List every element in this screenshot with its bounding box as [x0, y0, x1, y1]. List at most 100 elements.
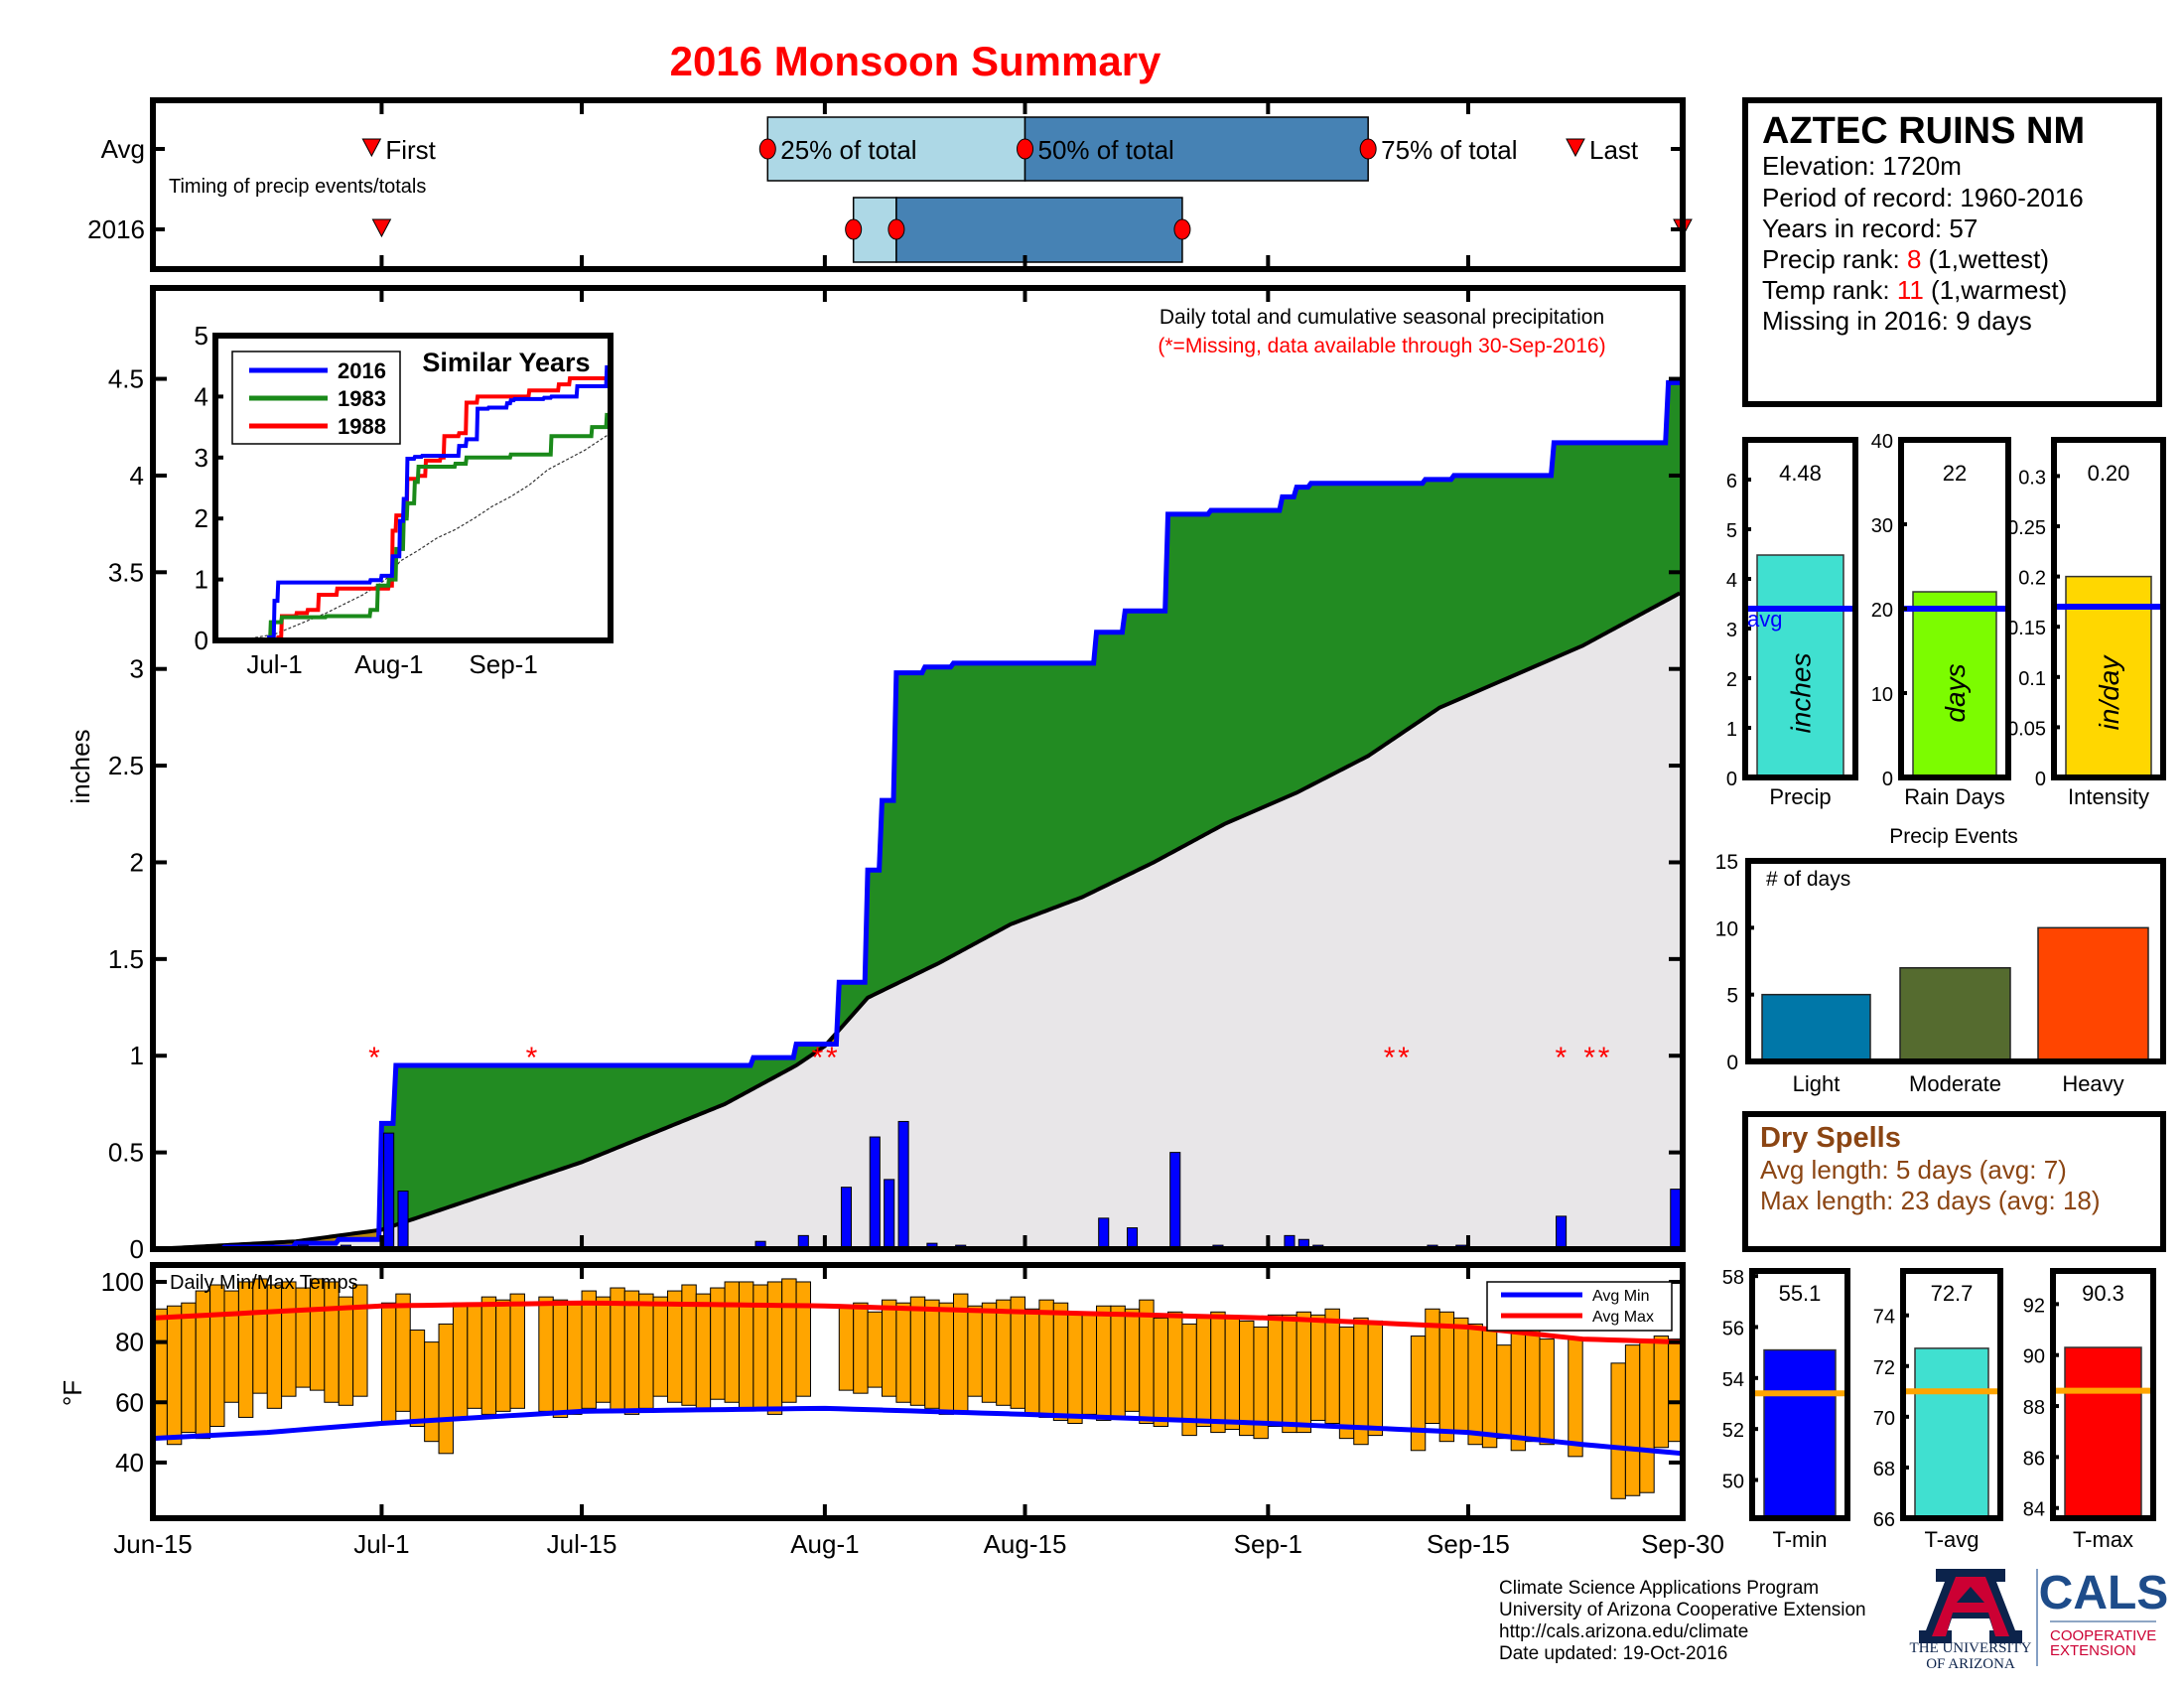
daily-temp-bar	[1525, 1326, 1541, 1443]
inset-x-tick-label: Sep-1	[469, 649, 537, 679]
footer-line: Climate Science Applications Program	[1499, 1578, 1819, 1599]
x-tick-label: Jul-1	[353, 1529, 409, 1559]
daily-temp-bar	[1081, 1314, 1098, 1415]
dry-spells-title: Dry Spells	[1760, 1122, 1901, 1154]
x-tick-label: Jun-15	[113, 1529, 193, 1559]
gauge-bar	[1912, 591, 1997, 778]
gauge-unit-label: inches	[1786, 653, 1817, 734]
gauge-t-max: 84 86 88 90 92 90.3 T-max	[2023, 1268, 2156, 1552]
timing-row-label: 2016	[87, 214, 145, 244]
event-bar-heavy	[2037, 926, 2149, 1062]
gauge-y-tick-label: 6	[1726, 471, 1737, 492]
gauge-y-tick-label: 0	[1882, 769, 1893, 790]
daily-temp-bar	[1052, 1302, 1069, 1421]
gauge-intensity: 0 0.05 0.1 0.15 0.2 0.25 0.3 0.20 Intensity in/da…	[2007, 437, 2166, 809]
gauge-y-tick-label: 88	[2023, 1397, 2045, 1419]
daily-precip-bar	[1556, 1215, 1568, 1250]
events-y-label: # of days	[1766, 868, 1850, 891]
daily-temp-bar	[295, 1287, 311, 1388]
daily-precip-bar	[840, 1187, 853, 1250]
dry-spells-frame	[1742, 1111, 2166, 1252]
y-tick-label: 60	[115, 1387, 144, 1417]
footer-line: University of Arizona Cooperative Extens…	[1499, 1600, 1866, 1620]
daily-temp-bar	[1496, 1344, 1512, 1440]
gauge-value: 55.1	[1779, 1281, 1822, 1306]
gauge-frame	[1742, 437, 1858, 780]
gauge-y-tick-label: 0.15	[2007, 618, 2046, 639]
gauge-avg-label: avg	[1747, 607, 1782, 632]
x-tick-label: Aug-15	[984, 1529, 1067, 1559]
legend-label: 1983	[338, 386, 386, 411]
daily-temp-bar	[338, 1296, 354, 1406]
daily-temp-bar	[652, 1296, 668, 1397]
daily-temp-bar	[924, 1299, 940, 1409]
gauge-y-tick-label: 50	[1722, 1471, 1744, 1492]
timing-axes-frame	[150, 97, 1686, 272]
y-axis-label: inches	[66, 729, 95, 803]
x-tick-label: Sep-30	[1641, 1529, 1724, 1559]
gauge-unit-label: days	[1940, 663, 1971, 722]
daily-temp-bar	[567, 1302, 583, 1415]
gauge-value: 0.20	[2088, 461, 2130, 486]
gauge-frame	[1900, 1268, 2003, 1521]
daily-temp-bar	[1338, 1326, 1355, 1440]
timing-caption: Timing of precip events/totals	[169, 176, 426, 198]
daily-temp-bar	[895, 1302, 911, 1403]
gauge-label: Precip	[1769, 784, 1831, 809]
missing-day-marker: *	[1598, 1042, 1610, 1074]
daily-temp-bar	[1610, 1362, 1626, 1499]
daily-temp-bar	[996, 1299, 1012, 1406]
ua-block-a-icon	[1932, 1577, 2009, 1636]
ua-logo-text: THE UNIVERSITY	[1910, 1640, 2032, 1656]
gauge-y-tick-label: 84	[2023, 1499, 2045, 1521]
gauge-rain-days: 0 10 20 30 40 22 Rain Days days	[1871, 431, 2011, 809]
last-label: Last	[1589, 135, 1639, 165]
inset-title: Similar Years	[422, 348, 590, 377]
daily-temp-bar	[1239, 1320, 1255, 1437]
series-line-2016	[267, 364, 611, 639]
page-title: 2016 Monsoon Summary	[670, 38, 1161, 84]
quartile-50-75-box	[895, 197, 1183, 263]
gauge-y-tick-label: 0.1	[2018, 668, 2046, 690]
percent-total-marker	[758, 138, 776, 160]
events-frame	[1745, 858, 2166, 1064]
station-elevation: Elevation: 1720m	[1762, 151, 1962, 181]
events-y-tick-label: 15	[1715, 851, 1738, 874]
legend-label: Avg Min	[1592, 1288, 1650, 1305]
daily-temp-bar	[380, 1302, 397, 1424]
similar-years-inset: 0 1 2 3 4 5 Jul-1 Aug-1 Sep-1 Similar Years 2016 19…	[195, 321, 614, 679]
inset-axes-frame	[212, 333, 614, 643]
gauge-y-tick-label: 30	[1871, 515, 1893, 537]
gauge-value: 4.48	[1779, 461, 1822, 486]
daily-precip-bar	[884, 1179, 895, 1250]
daily-precip-bar	[1169, 1152, 1181, 1250]
y-tick-label: 100	[101, 1267, 144, 1297]
gauge-y-tick-label: 0.3	[2018, 467, 2046, 489]
gauge-y-tick-label: 3	[1726, 620, 1737, 641]
gauge-y-tick-label: 92	[2023, 1295, 2045, 1317]
daily-temp-bar	[538, 1296, 554, 1412]
precip-chart-subtitle: (*=Missing, data available through 30-Se…	[1158, 335, 1605, 357]
gauge-y-tick-label: 52	[1722, 1420, 1744, 1442]
daily-temp-bar	[853, 1302, 869, 1394]
daily-temp-bar	[838, 1305, 855, 1391]
percent-total-marker	[1017, 138, 1034, 160]
inset-y-tick-label: 5	[195, 321, 208, 351]
dry-spells-avg-length: Avg length: 5 days (avg: 7)	[1760, 1155, 2067, 1185]
daily-temp-bar	[495, 1299, 511, 1412]
precip-rank-part: Precip rank:	[1762, 244, 1907, 274]
gauge-y-tick-label: 58	[1722, 1267, 1744, 1289]
cumulative-2016-line	[153, 379, 1681, 1252]
gauge-bar	[1914, 1347, 1989, 1519]
precip-events-title: Precip Events	[1889, 825, 2018, 848]
missing-day-marker: *	[826, 1042, 838, 1074]
daily-temp-bar	[1624, 1344, 1641, 1496]
inset-y-tick-label: 0	[195, 626, 208, 655]
inset-x-tick-label: Aug-1	[354, 649, 423, 679]
daily-temp-bar	[610, 1287, 625, 1412]
gauge-y-tick-label: 0	[1726, 769, 1737, 790]
